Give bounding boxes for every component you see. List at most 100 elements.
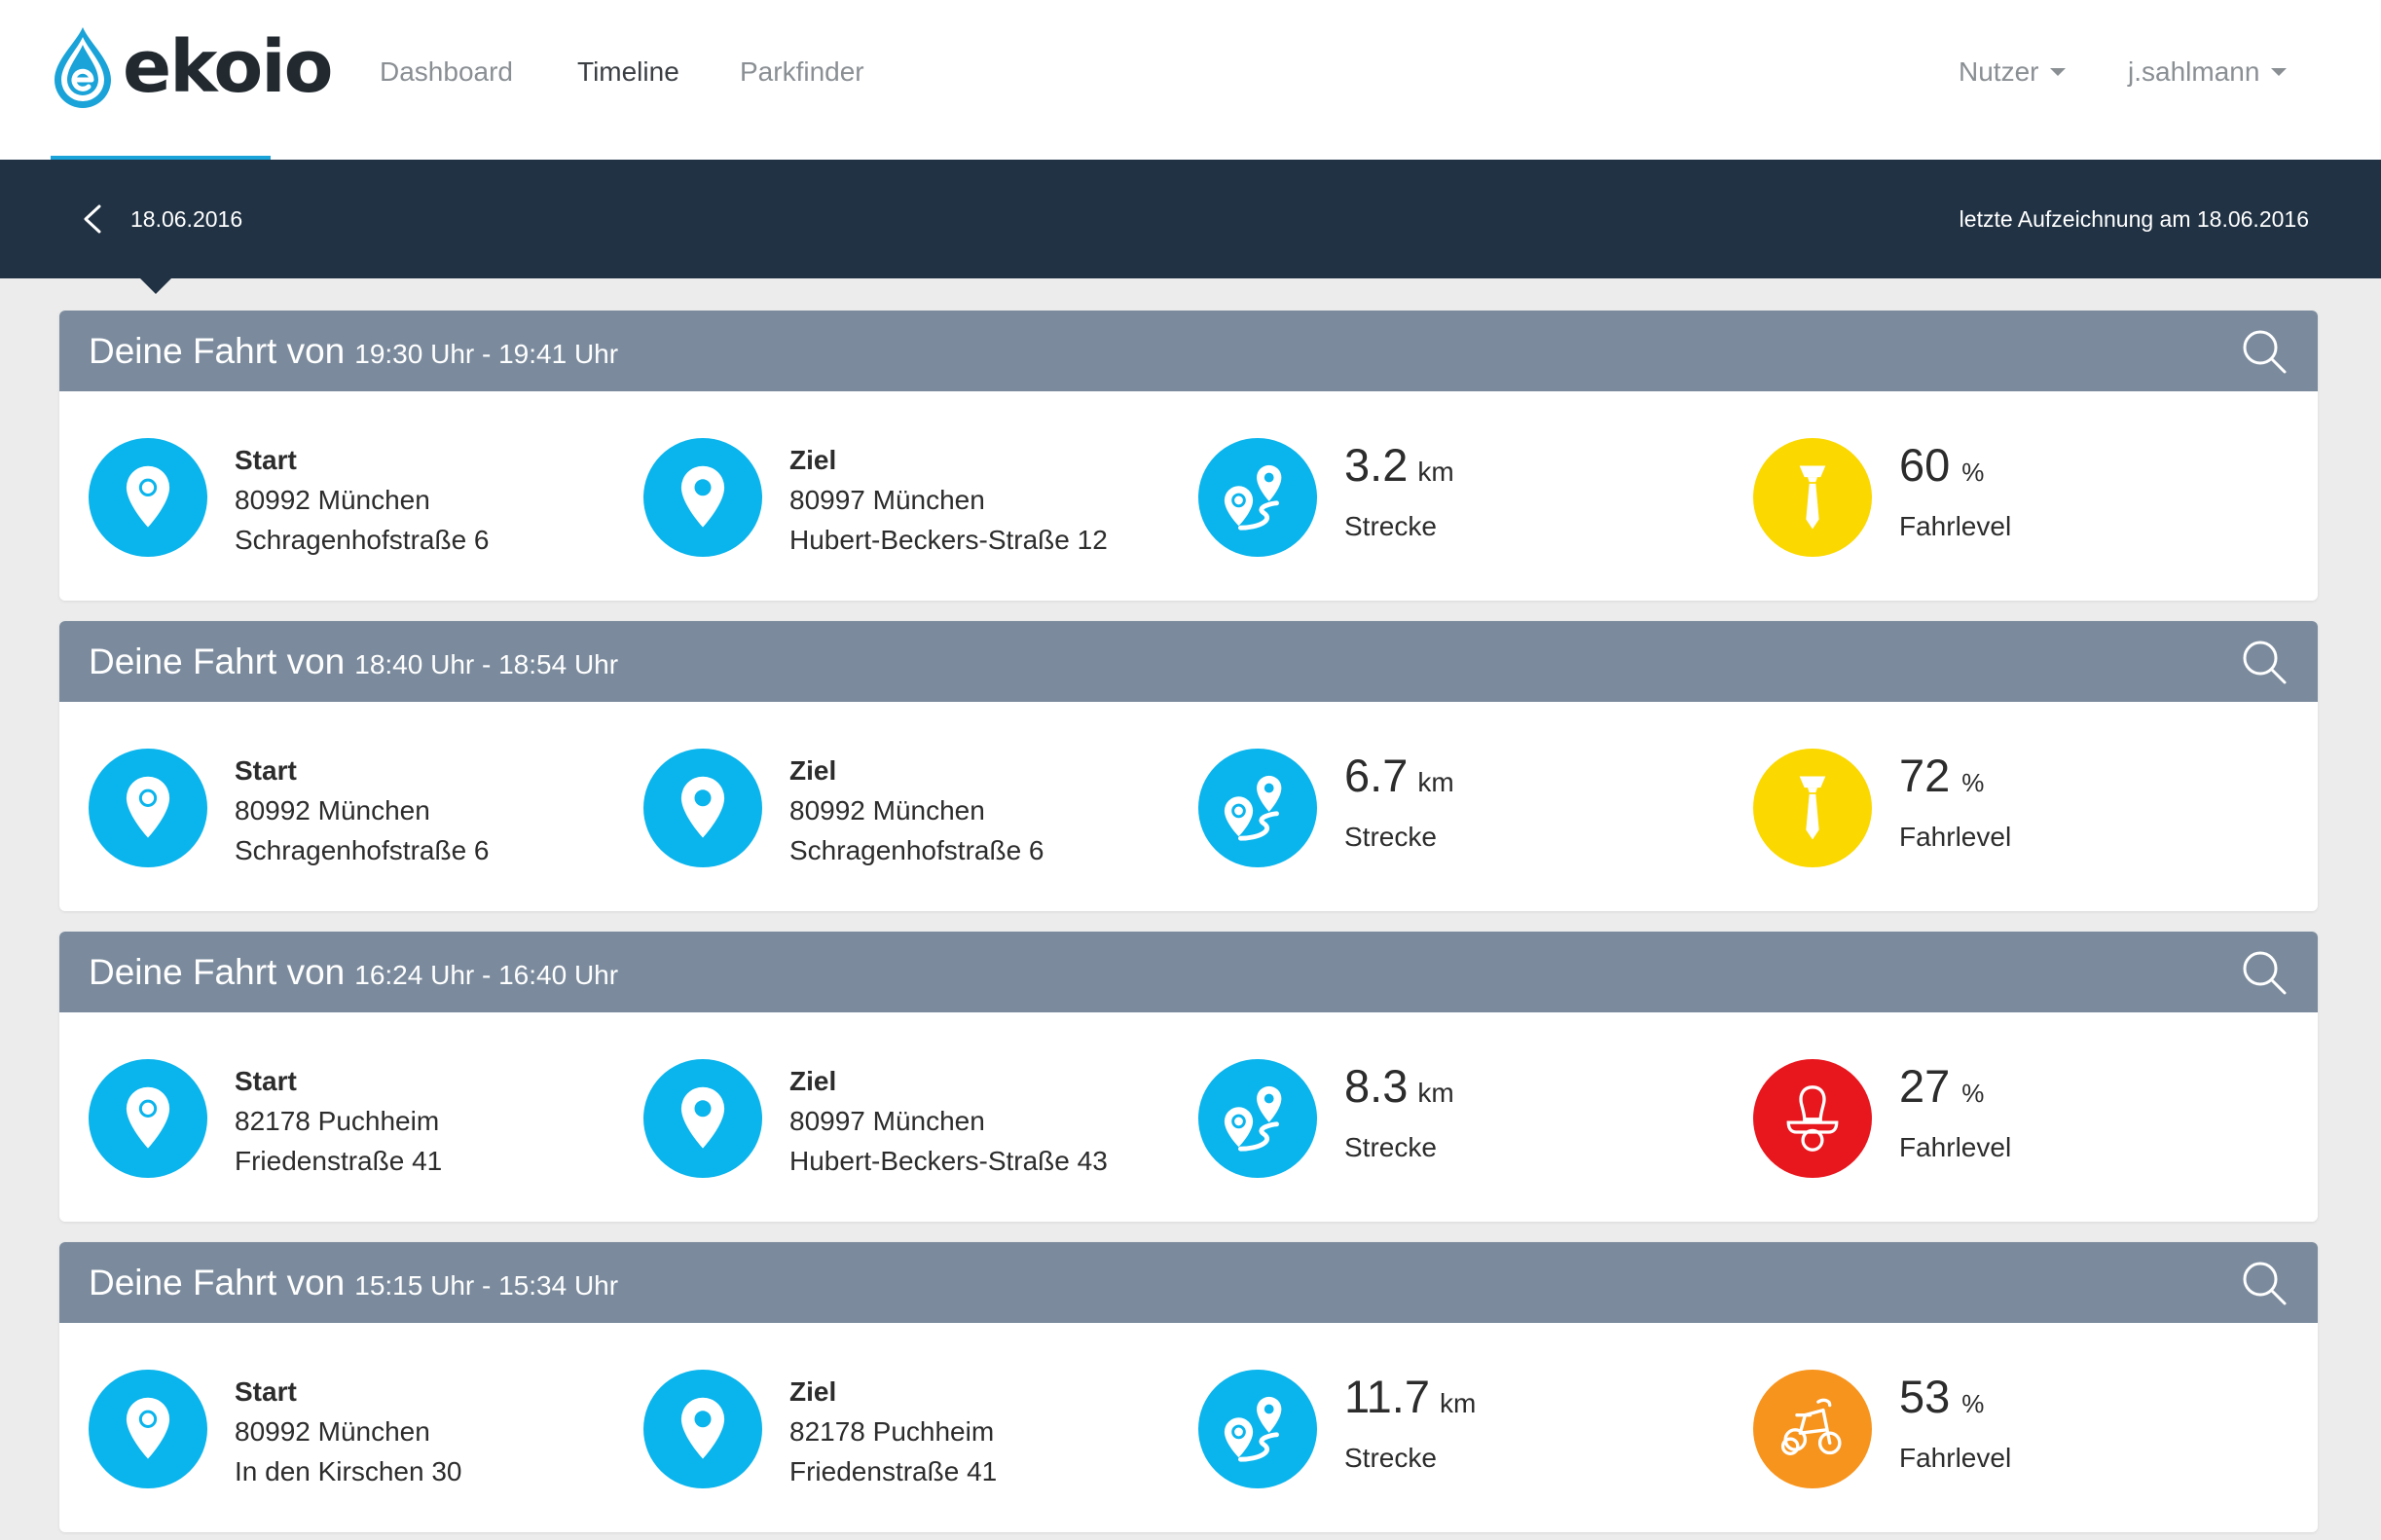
nav-parkfinder[interactable]: Parkfinder (740, 56, 864, 87)
distance-unit: km (1417, 1078, 1454, 1108)
destination-street: Schragenhofstraße 6 (789, 835, 1044, 865)
destination-label: Ziel (789, 1066, 837, 1096)
trip-time-range: 15:15 Uhr - 15:34 Uhr (354, 1269, 619, 1301)
trip-card-body: Start 80992 München In den Kirschen 30 Z… (59, 1323, 2318, 1532)
start-label: Start (235, 755, 297, 786)
destination-pin-icon (643, 438, 762, 557)
destination-city: 82178 Puchheim (789, 1416, 995, 1447)
nav-timeline[interactable]: Timeline (577, 56, 679, 87)
destination-location: Ziel 80992 München Schragenhofstraße 6 (643, 749, 1150, 869)
nav-active-indicator (51, 156, 271, 163)
trip-time-range: 19:30 Uhr - 19:41 Uhr (354, 338, 619, 369)
start-pin-icon (89, 1370, 207, 1488)
trip-title: Deine Fahrt von (89, 330, 346, 371)
level-value: 60 (1899, 439, 1951, 491)
search-icon[interactable] (2240, 638, 2289, 686)
trip-card-body: Start 80992 München Schragenhofstraße 6 … (59, 391, 2318, 601)
distance-value: 6.7 (1344, 750, 1409, 801)
trip-card-header: Deine Fahrt von 16:24 Uhr - 16:40 Uhr (59, 932, 2318, 1012)
trip-card-header: Deine Fahrt von 15:15 Uhr - 15:34 Uhr (59, 1242, 2318, 1323)
start-label: Start (235, 1066, 297, 1096)
trip-card: Deine Fahrt von 15:15 Uhr - 15:34 Uhr St… (59, 1242, 2318, 1532)
destination-location: Ziel 80997 München Hubert-Beckers-Straße… (643, 1059, 1150, 1180)
distance-metric: 3.2 km Strecke (1198, 438, 1704, 559)
header-pointer (140, 278, 171, 294)
destination-pin-icon (643, 1059, 762, 1178)
trip-card: Deine Fahrt von 18:40 Uhr - 18:54 Uhr St… (59, 621, 2318, 911)
driving-level-metric: 27% Fahrlevel (1753, 1059, 2259, 1180)
level-unit: % (1961, 1079, 1985, 1108)
start-pin-icon (89, 1059, 207, 1178)
nutzer-dropdown-label: Nutzer (1959, 56, 2039, 87)
distance-unit: km (1440, 1388, 1477, 1418)
trip-time-range: 16:24 Uhr - 16:40 Uhr (354, 959, 619, 990)
distance-caption: Strecke (1344, 1443, 1437, 1473)
start-city: 80992 München (235, 795, 430, 825)
distance-unit: km (1417, 767, 1454, 797)
level-value: 27 (1899, 1060, 1951, 1112)
user-dropdown[interactable]: j.sahlmann (2128, 56, 2288, 88)
tie-icon (1753, 438, 1872, 557)
nav-dashboard[interactable]: Dashboard (380, 56, 513, 87)
trip-card-body: Start 80992 München Schragenhofstraße 6 … (59, 702, 2318, 911)
ekoio-logo[interactable]: ekoio (49, 23, 333, 111)
trip-time-range: 18:40 Uhr - 18:54 Uhr (354, 648, 619, 679)
trip-title: Deine Fahrt von (89, 951, 346, 992)
destination-city: 80997 München (789, 1106, 985, 1136)
route-icon (1198, 1059, 1317, 1178)
trip-card-header: Deine Fahrt von 18:40 Uhr - 18:54 Uhr (59, 621, 2318, 702)
user-dropdown-label: j.sahlmann (2128, 56, 2260, 87)
driving-level-metric: 53% Fahrlevel (1753, 1370, 2259, 1490)
trip-title: Deine Fahrt von (89, 1262, 346, 1302)
start-label: Start (235, 1376, 297, 1407)
level-caption: Fahrlevel (1899, 822, 2012, 852)
pacifier-icon (1753, 1059, 1872, 1178)
search-icon[interactable] (2240, 1259, 2289, 1307)
destination-city: 80997 München (789, 485, 985, 515)
start-street: In den Kirschen 30 (235, 1456, 462, 1486)
destination-street: Hubert-Beckers-Straße 43 (789, 1146, 1108, 1176)
destination-label: Ziel (789, 445, 837, 475)
level-unit: % (1961, 1389, 1985, 1418)
start-location: Start 82178 Puchheim Friedenstraße 41 (89, 1059, 595, 1180)
level-caption: Fahrlevel (1899, 511, 2012, 541)
caret-down-icon (2050, 68, 2067, 76)
level-caption: Fahrlevel (1899, 1132, 2012, 1162)
distance-caption: Strecke (1344, 822, 1437, 852)
start-street: Schragenhofstraße 6 (235, 835, 490, 865)
date-header: 18.06.2016 letzte Aufzeichnung am 18.06.… (0, 160, 2381, 278)
trip-card-header: Deine Fahrt von 19:30 Uhr - 19:41 Uhr (59, 311, 2318, 391)
distance-caption: Strecke (1344, 1132, 1437, 1162)
trip-card-body: Start 82178 Puchheim Friedenstraße 41 Zi… (59, 1012, 2318, 1222)
distance-caption: Strecke (1344, 511, 1437, 541)
level-caption: Fahrlevel (1899, 1443, 2012, 1473)
start-location: Start 80992 München In den Kirschen 30 (89, 1370, 595, 1490)
driving-level-metric: 72% Fahrlevel (1753, 749, 2259, 869)
brand-name: ekoio (123, 25, 333, 109)
current-date: 18.06.2016 (130, 206, 243, 232)
driving-level-metric: 60% Fahrlevel (1753, 438, 2259, 559)
distance-value: 8.3 (1344, 1060, 1409, 1112)
start-pin-icon (89, 749, 207, 867)
destination-label: Ziel (789, 1376, 837, 1407)
search-icon[interactable] (2240, 948, 2289, 997)
distance-metric: 11.7 km Strecke (1198, 1370, 1704, 1490)
start-location: Start 80992 München Schragenhofstraße 6 (89, 749, 595, 869)
caret-down-icon (2271, 68, 2288, 76)
level-value: 53 (1899, 1371, 1951, 1422)
destination-location: Ziel 82178 Puchheim Friedenstraße 41 (643, 1370, 1150, 1490)
destination-location: Ziel 80997 München Hubert-Beckers-Straße… (643, 438, 1150, 559)
chevron-left-icon[interactable] (80, 203, 105, 235)
water-drop-logo-icon (55, 27, 111, 108)
destination-label: Ziel (789, 755, 837, 786)
search-icon[interactable] (2240, 327, 2289, 376)
last-record-text: letzte Aufzeichnung am 18.06.2016 (1959, 206, 2309, 232)
level-unit: % (1961, 768, 1985, 797)
trip-card: Deine Fahrt von 19:30 Uhr - 19:41 Uhr St… (59, 311, 2318, 601)
trip-title: Deine Fahrt von (89, 641, 346, 681)
nutzer-dropdown[interactable]: Nutzer (1959, 56, 2067, 88)
destination-street: Hubert-Beckers-Straße 12 (789, 525, 1108, 555)
trip-card: Deine Fahrt von 16:24 Uhr - 16:40 Uhr St… (59, 932, 2318, 1222)
destination-pin-icon (643, 749, 762, 867)
route-icon (1198, 749, 1317, 867)
